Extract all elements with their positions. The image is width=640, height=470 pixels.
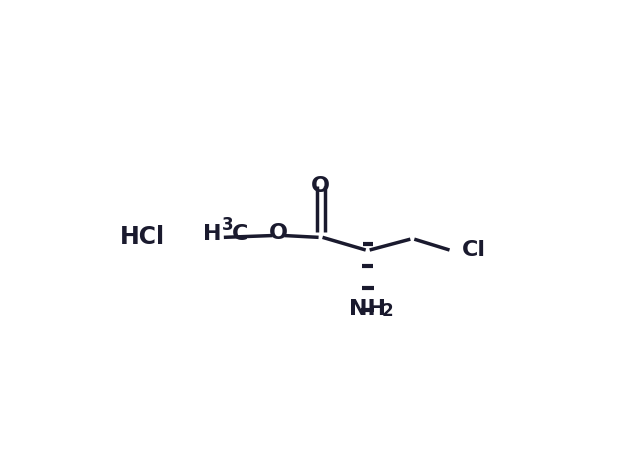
Text: NH: NH xyxy=(349,299,386,319)
Text: O: O xyxy=(311,176,330,196)
Text: HCl: HCl xyxy=(120,225,165,250)
Text: 2: 2 xyxy=(381,302,393,320)
Text: O: O xyxy=(269,223,288,243)
Text: 3: 3 xyxy=(222,217,234,235)
Text: Cl: Cl xyxy=(462,240,486,260)
Text: H: H xyxy=(203,225,221,244)
Text: C: C xyxy=(232,225,249,244)
